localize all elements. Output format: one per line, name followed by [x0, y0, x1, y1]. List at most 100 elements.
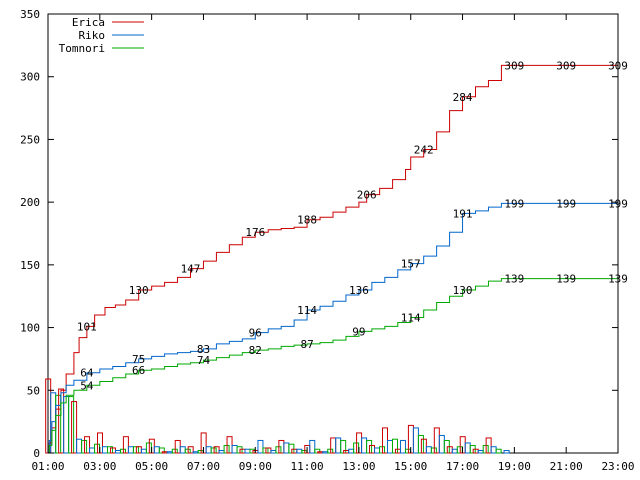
series-line-tomnori [48, 278, 618, 454]
bar-riko [114, 449, 121, 454]
legend-label-erica: Erica [72, 16, 105, 29]
data-label-erica: 176 [245, 226, 265, 239]
data-label-erica: 206 [357, 189, 377, 202]
data-label-erica: 309 [504, 59, 524, 72]
bar-riko [179, 446, 186, 454]
data-label-riko: 191 [453, 207, 473, 220]
bar-erica [71, 401, 78, 454]
x-tick-label: 05:00 [135, 460, 168, 473]
y-tick-label: 300 [20, 71, 40, 84]
bar-riko [231, 444, 238, 454]
x-tick-label: 17:00 [446, 460, 479, 473]
bar-riko [399, 439, 406, 454]
data-label-tomnori: 139 [556, 273, 576, 286]
x-tick-label: 15:00 [394, 460, 427, 473]
bar-erica [485, 437, 492, 454]
bar-riko [205, 446, 212, 454]
data-label-tomnori: 54 [80, 379, 94, 392]
plot-frame [47, 13, 619, 454]
x-tick-label: 23:00 [601, 460, 634, 473]
x-tick-label: 09:00 [239, 460, 272, 473]
bar-erica [420, 438, 427, 454]
x-tick-label: 07:00 [187, 460, 220, 473]
bar-riko [490, 446, 497, 454]
data-label-erica: 284 [453, 91, 473, 104]
x-tick-label: 11:00 [291, 460, 324, 473]
y-tick-label: 100 [20, 322, 40, 335]
bar-riko [296, 448, 303, 454]
bar-riko [192, 451, 199, 454]
data-label-riko: 114 [297, 304, 317, 317]
bar-riko [464, 442, 471, 454]
y-tick-label: 50 [27, 384, 40, 397]
bar-riko [387, 439, 393, 454]
y-tick-label: 200 [20, 196, 40, 209]
bar-tomnori [495, 448, 502, 454]
data-label-riko: 96 [249, 327, 262, 340]
bar-riko [257, 439, 264, 454]
data-label-riko: 199 [504, 197, 524, 210]
data-label-riko: 136 [349, 284, 369, 297]
bar-riko [127, 446, 134, 454]
legend-label-tomnori: Tomnori [59, 42, 105, 55]
data-label-erica: 130 [129, 284, 149, 297]
bar-riko [166, 451, 173, 454]
bar-riko [270, 449, 277, 454]
bar-riko [89, 447, 96, 454]
data-label-riko: 199 [556, 197, 576, 210]
y-tick-label: 250 [20, 133, 40, 146]
data-label-tomnori: 82 [249, 344, 262, 357]
series-line-erica [48, 64, 618, 454]
data-label-tomnori: 99 [352, 325, 365, 338]
bar-riko [76, 438, 83, 454]
bar-erica [226, 436, 233, 454]
data-labels: 101 130 147 176 188 206 242 284 309 309 309 64 75 83 9… [77, 59, 628, 392]
x-tick-label: 03:00 [83, 460, 116, 473]
bar-riko [503, 449, 510, 454]
data-label-tomnori: 139 [504, 273, 524, 286]
bar-riko [412, 427, 419, 454]
y-tick-label: 0 [33, 447, 40, 460]
bar-riko [322, 451, 329, 454]
series-line-riko [48, 202, 618, 454]
bar-riko [63, 396, 70, 454]
bar-riko [140, 448, 147, 454]
bar-erica [187, 446, 194, 454]
data-label-erica: 309 [556, 59, 576, 72]
data-label-tomnori: 66 [132, 364, 145, 377]
bar-riko [425, 446, 432, 454]
bar-erica [213, 446, 220, 454]
data-label-tomnori: 114 [401, 312, 421, 325]
bar-riko [309, 439, 316, 454]
bar-riko [374, 447, 381, 454]
data-label-tomnori: 130 [453, 284, 473, 297]
bar-riko [438, 434, 445, 454]
y-tick-label: 150 [20, 259, 40, 272]
hourly-bars [45, 378, 510, 454]
legend-label-riko: Riko [79, 29, 106, 42]
data-label-erica: 147 [181, 263, 201, 276]
data-label-erica: 242 [414, 143, 434, 156]
x-tick-label: 19:00 [498, 460, 531, 473]
bar-riko [283, 442, 290, 454]
bar-riko [335, 437, 342, 454]
bar-riko [477, 449, 484, 454]
data-label-erica: 188 [297, 214, 317, 227]
bar-riko [102, 446, 108, 454]
data-label-riko: 157 [401, 258, 421, 271]
series-lines [48, 64, 618, 454]
data-label-riko: 83 [197, 343, 210, 356]
data-label-riko: 199 [608, 197, 628, 210]
data-label-tomnori: 87 [300, 338, 313, 351]
bar-riko [361, 437, 368, 454]
data-label-tomnori: 139 [608, 273, 628, 286]
y-tick-label: 350 [20, 8, 40, 21]
data-label-erica: 309 [608, 59, 628, 72]
bar-erica [122, 436, 129, 454]
x-tick-label: 01:00 [31, 460, 64, 473]
bar-riko [451, 448, 458, 454]
data-label-tomnori: 74 [197, 354, 211, 367]
data-label-riko: 64 [80, 367, 94, 380]
